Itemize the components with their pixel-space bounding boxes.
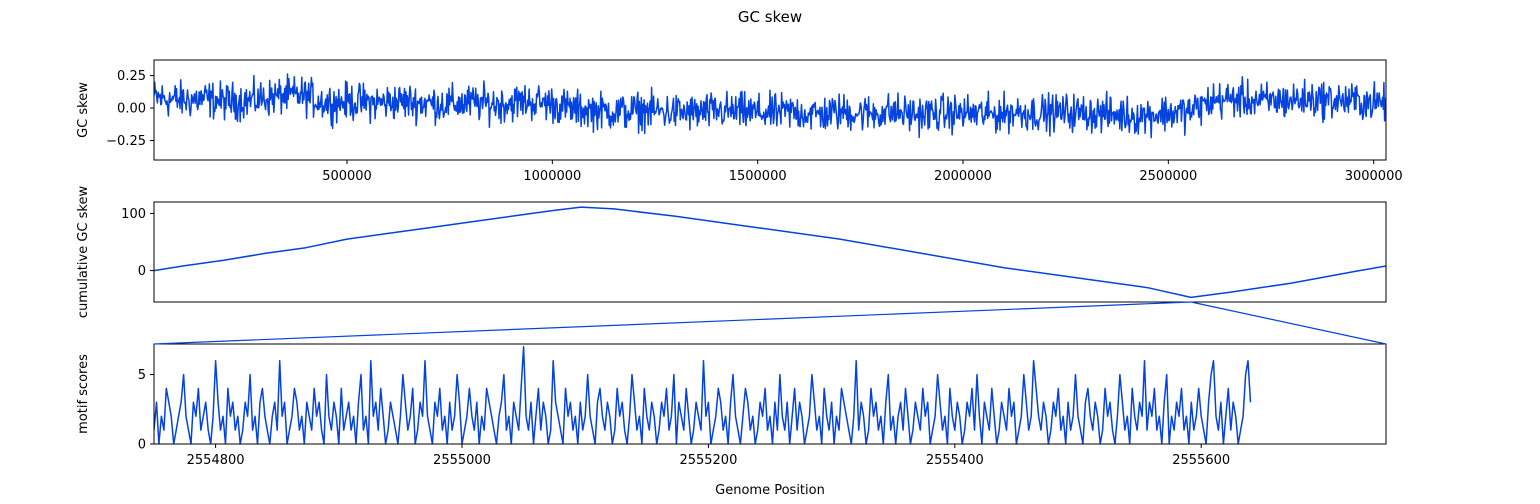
x-axis-label: Genome Position	[715, 483, 825, 498]
x-tick-label: 1500000	[729, 169, 787, 184]
motif-scores-panel: 5 0 2554800 2555000 2555200 2555400 2555600 mot…	[76, 343, 1387, 468]
series-line-0	[154, 73, 1386, 139]
gc-skew-panel: 0.25 0.00 −0.25 500000 1000000 1500000 2000000…	[76, 59, 1403, 184]
x-tick-label: 2555600	[1172, 453, 1230, 468]
y-tick-label: 100	[121, 207, 146, 222]
x-tick-label: 2555200	[679, 453, 737, 468]
y-tick-label: −0.25	[106, 134, 146, 149]
zoom-line-right	[1190, 301, 1387, 345]
x-tick-label: 2555400	[926, 453, 984, 468]
series-line-0	[154, 346, 1252, 444]
y-axis-label: motif scores	[76, 354, 91, 434]
y-tick-label: 5	[138, 368, 146, 383]
y-tick-label: 0	[138, 264, 146, 279]
y-axis-label: GC skew	[76, 82, 91, 138]
axes-frame	[153, 59, 1387, 161]
x-tick-label: 2500000	[1139, 169, 1197, 184]
series-line-0	[154, 206, 1386, 299]
zoom-line-left	[153, 301, 1192, 345]
y-tick-label: 0	[138, 438, 146, 453]
axes-frame	[153, 343, 1387, 445]
x-tick-label: 1000000	[523, 169, 581, 184]
y-tick-label: 0.25	[117, 69, 146, 84]
x-tick-label: 2554800	[187, 453, 245, 468]
x-tick-label: 2555000	[433, 453, 491, 468]
cumulative-gc-skew-panel: 100 0 cumulative GC skew	[76, 186, 1387, 319]
y-tick-label: 0.00	[117, 102, 146, 117]
x-tick-label: 2000000	[934, 169, 992, 184]
x-tick-label: 500000	[322, 169, 372, 184]
zoom-connector	[153, 301, 1387, 345]
axes-frame	[153, 201, 1387, 303]
y-axis-label: cumulative GC skew	[76, 186, 91, 319]
figure-title: GC skew	[738, 8, 802, 26]
x-tick-label: 3000000	[1345, 169, 1403, 184]
